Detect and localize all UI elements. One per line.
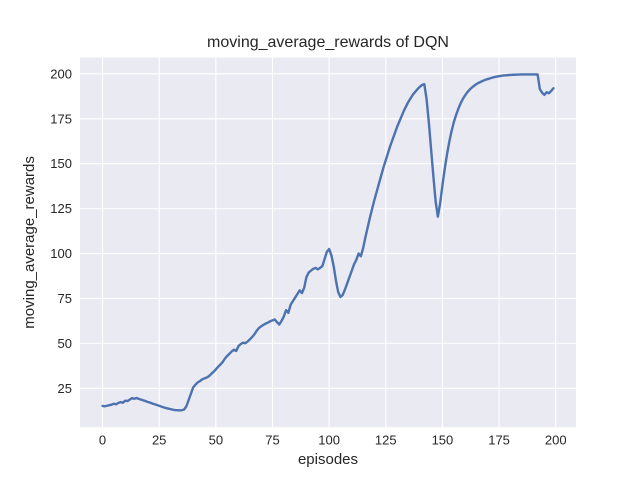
y-tick-label: 125 bbox=[50, 201, 72, 216]
x-tick-label: 100 bbox=[318, 433, 340, 448]
y-tick-label: 200 bbox=[50, 66, 72, 81]
plot-area bbox=[80, 57, 576, 428]
x-tick-label: 25 bbox=[152, 433, 166, 448]
x-tick-label: 200 bbox=[545, 433, 567, 448]
x-tick-label: 150 bbox=[432, 433, 454, 448]
y-axis-ticks: 25 50 75 100 125 150 175 200 bbox=[50, 66, 72, 395]
x-axis-ticks: 0 25 50 75 100 125 150 175 200 bbox=[99, 433, 567, 448]
y-tick-label: 175 bbox=[50, 111, 72, 126]
x-tick-label: 50 bbox=[209, 433, 223, 448]
dqn-reward-line bbox=[101, 73, 555, 412]
x-tick-label: 0 bbox=[99, 433, 106, 448]
y-tick-label: 25 bbox=[58, 381, 72, 396]
x-tick-label: 75 bbox=[265, 433, 279, 448]
y-tick-label: 50 bbox=[58, 336, 72, 351]
chart-title: moving_average_rewards of DQN bbox=[207, 34, 449, 51]
y-tick-label: 75 bbox=[58, 291, 72, 306]
gridlines bbox=[80, 57, 576, 428]
x-axis-label: episodes bbox=[298, 451, 358, 468]
y-tick-label: 150 bbox=[50, 156, 72, 171]
x-tick-label: 125 bbox=[375, 433, 397, 448]
x-tick-label: 175 bbox=[488, 433, 510, 448]
y-axis-label: moving_average_rewards bbox=[21, 156, 38, 329]
y-tick-label: 100 bbox=[50, 246, 72, 261]
